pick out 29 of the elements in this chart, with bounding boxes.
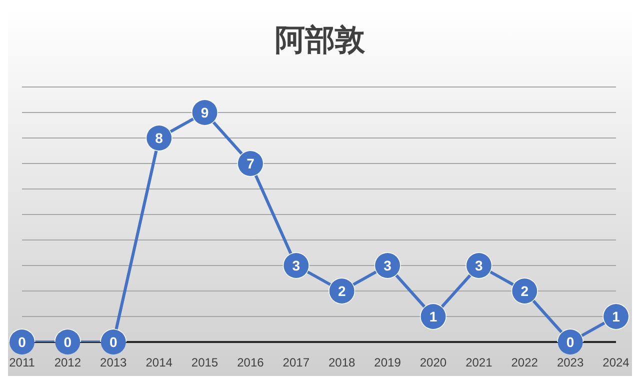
data-label: 2 <box>338 282 346 299</box>
data-label: 9 <box>200 104 209 120</box>
x-tick-label: 2011 <box>9 356 36 370</box>
data-label: 1 <box>612 308 620 324</box>
data-label: 8 <box>155 130 164 146</box>
x-tick-label: 2014 <box>146 356 173 370</box>
data-label: 0 <box>64 334 72 350</box>
data-label: 1 <box>429 308 438 324</box>
x-tick-label: 2015 <box>191 356 218 370</box>
data-label: 0 <box>109 334 118 350</box>
x-tick-label: 2012 <box>54 356 82 370</box>
data-label: 2 <box>520 282 529 299</box>
data-label: 0 <box>18 334 26 350</box>
x-tick-label: 2024 <box>602 356 630 370</box>
x-tick-label: 2022 <box>511 356 538 370</box>
x-tick-label: 2016 <box>237 356 264 370</box>
chart-title: 阿部敦 <box>274 22 366 60</box>
x-tick-label: 2020 <box>420 356 447 370</box>
data-label: 3 <box>384 257 392 274</box>
x-tick-label: 2023 <box>556 356 584 370</box>
data-label: 7 <box>246 155 255 172</box>
x-tick-label: 2013 <box>100 356 128 370</box>
x-tick-label: 2021 <box>466 356 493 370</box>
data-label: 3 <box>475 257 484 274</box>
x-tick-label: 2018 <box>328 356 356 370</box>
x-tick-label: 2017 <box>282 356 310 370</box>
data-label: 3 <box>292 257 300 274</box>
data-label: 0 <box>566 334 574 350</box>
x-tick-label: 2019 <box>374 356 402 370</box>
